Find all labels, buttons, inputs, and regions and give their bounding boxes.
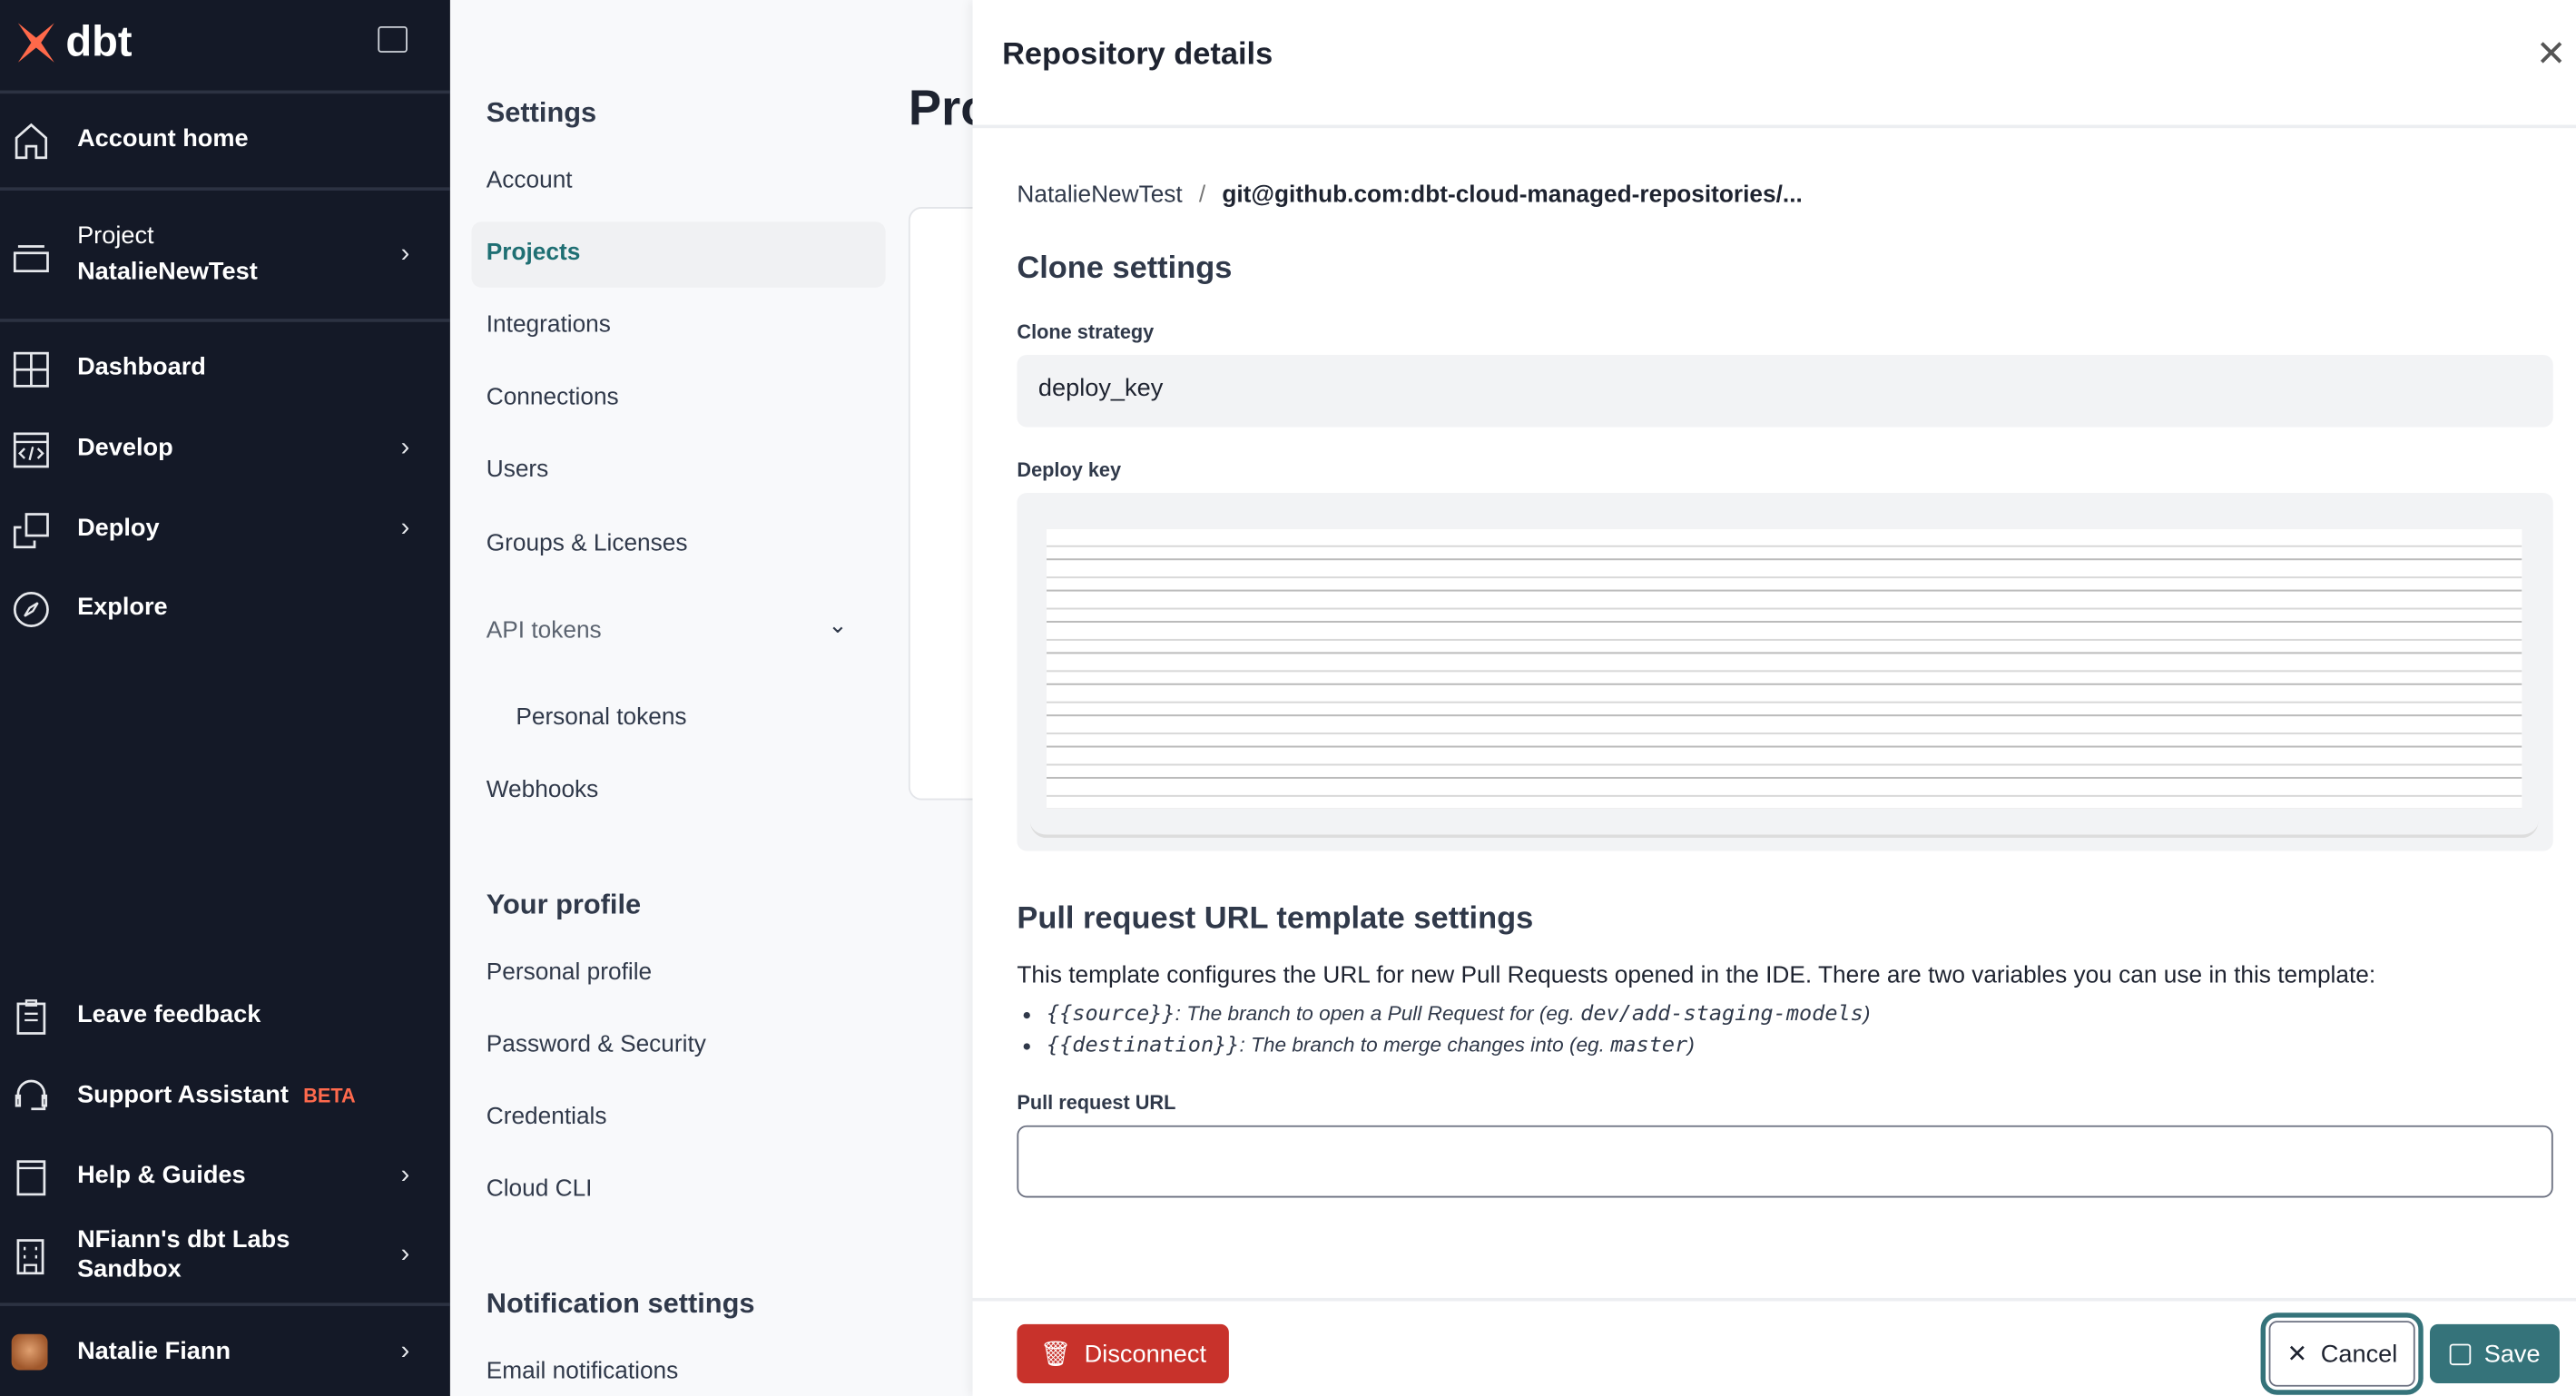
variable-destination: {{destination}}: The branch to merge cha… (1047, 1030, 2553, 1061)
settings-item-projects[interactable]: Projects (486, 240, 581, 267)
deploy-icon (12, 511, 51, 549)
home-icon (12, 122, 51, 160)
settings-nav: Settings Account Projects Integrations C… (449, 0, 973, 1396)
clone-strategy-field: deploy_key (1017, 354, 2553, 428)
pr-url-label: Pull request URL (1017, 1090, 1176, 1115)
chevron-right-icon: › (400, 1240, 410, 1269)
settings-item-password-security[interactable]: Password & Security (486, 1031, 706, 1058)
sidebar-item-account-switcher[interactable]: NFiann's dbt Labs Sandbox › (0, 1223, 450, 1288)
drawer-footer: 🗑 Disconnect ✕ Cancel Save (972, 1297, 2576, 1396)
breadcrumb-repo: git@github.com:dbt-cloud-managed-reposit… (1222, 182, 1803, 209)
sidebar-item-project[interactable]: Project NatalieNewTest › (0, 217, 450, 292)
sidebar-item-account-home[interactable]: Account home (0, 107, 450, 172)
compass-icon (12, 590, 51, 627)
sidebar-item-develop[interactable]: Develop › (0, 416, 450, 481)
sidebar-item-support-assistant[interactable]: Support Assistant BETA (0, 1063, 450, 1128)
active-highlight (471, 221, 886, 288)
repository-details-drawer: Repository details ✕ NatalieNewTest / gi… (972, 0, 2576, 1396)
settings-item-personal-profile[interactable]: Personal profile (486, 959, 653, 986)
profile-title: Your profile (486, 889, 642, 920)
trash-icon: 🗑 (1039, 1340, 1072, 1369)
breadcrumb-project[interactable]: NatalieNewTest (1017, 182, 1183, 209)
sidebar-item-leave-feedback[interactable]: Leave feedback (0, 982, 450, 1047)
settings-item-email-notifications[interactable]: Email notifications (486, 1358, 679, 1385)
sidebar-item-help-guides[interactable]: Help & Guides › (0, 1144, 450, 1209)
chevron-right-icon: › (400, 1337, 410, 1366)
settings-title: Settings (486, 96, 597, 129)
book-icon (12, 1158, 51, 1196)
settings-item-webhooks[interactable]: Webhooks (486, 777, 599, 804)
settings-item-integrations[interactable]: Integrations (486, 311, 611, 339)
settings-item-users[interactable]: Users (486, 457, 549, 484)
avatar (11, 1333, 48, 1371)
clone-settings-title: Clone settings (1017, 251, 1233, 286)
chevron-right-icon: › (400, 433, 410, 462)
building-icon (12, 1237, 51, 1275)
deploy-key-field (1017, 493, 2553, 851)
settings-item-personal-tokens[interactable]: Personal tokens (516, 704, 687, 732)
collapse-sidebar-icon[interactable] (378, 25, 408, 53)
save-button[interactable]: Save (2429, 1323, 2561, 1384)
sidebar: dbt Account home Project NatalieNewTest › … (0, 0, 450, 1396)
drawer-title: Repository details (1002, 37, 1273, 73)
pr-template-description: This template configures the URL for new… (1017, 962, 2376, 989)
settings-item-credentials[interactable]: Credentials (486, 1104, 607, 1131)
dbt-logo[interactable]: dbt (13, 16, 133, 67)
breadcrumb: NatalieNewTest / git@github.com:dbt-clou… (1017, 182, 1803, 209)
beta-badge: BETA (303, 1084, 356, 1107)
layers-icon (12, 237, 51, 273)
dbt-logo-icon (17, 22, 54, 62)
page-title: Pro (908, 82, 973, 137)
settings-item-connections[interactable]: Connections (486, 384, 619, 411)
settings-item-api-tokens[interactable]: API tokens (486, 617, 602, 644)
settings-item-account[interactable]: Account (486, 167, 573, 194)
save-icon (2449, 1342, 2472, 1365)
pr-template-section: Pull request URL template settings This … (1017, 900, 2553, 1198)
clipboard-icon (12, 998, 51, 1035)
settings-item-cloud-cli[interactable]: Cloud CLI (486, 1175, 593, 1203)
sidebar-item-dashboard[interactable]: Dashboard (0, 335, 450, 400)
chevron-right-icon: › (400, 514, 410, 543)
pr-template-title: Pull request URL template settings (1017, 901, 1534, 937)
pr-url-input[interactable] (1017, 1125, 2553, 1198)
chevron-right-icon: › (400, 240, 410, 269)
sidebar-item-user[interactable]: Natalie Fiann › (0, 1319, 450, 1384)
deploy-key-redacted (1029, 513, 2539, 839)
deploy-key-label: Deploy key (1017, 457, 1122, 482)
sidebar-item-explore[interactable]: Explore (0, 575, 450, 641)
variable-source: {{source}}: The branch to open a Pull Re… (1047, 998, 2553, 1029)
settings-item-groups-licenses[interactable]: Groups & Licenses (486, 530, 688, 557)
clone-strategy-label: Clone strategy (1017, 320, 1155, 344)
chevron-right-icon: › (400, 1161, 410, 1190)
dashboard-icon (12, 350, 51, 388)
headset-icon (12, 1077, 51, 1114)
sidebar-item-deploy[interactable]: Deploy › (0, 496, 450, 562)
close-icon: ✕ (2286, 1340, 2308, 1369)
variables-list: {{source}}: The branch to open a Pull Re… (1047, 998, 2553, 1061)
code-icon (12, 430, 51, 468)
notification-title: Notification settings (486, 1288, 755, 1320)
close-icon[interactable]: ✕ (2535, 33, 2567, 74)
disconnect-button[interactable]: 🗑 Disconnect (1017, 1323, 1230, 1384)
chevron-down-icon[interactable]: ⌄ (828, 611, 848, 638)
cancel-button[interactable]: ✕ Cancel (2260, 1312, 2424, 1395)
